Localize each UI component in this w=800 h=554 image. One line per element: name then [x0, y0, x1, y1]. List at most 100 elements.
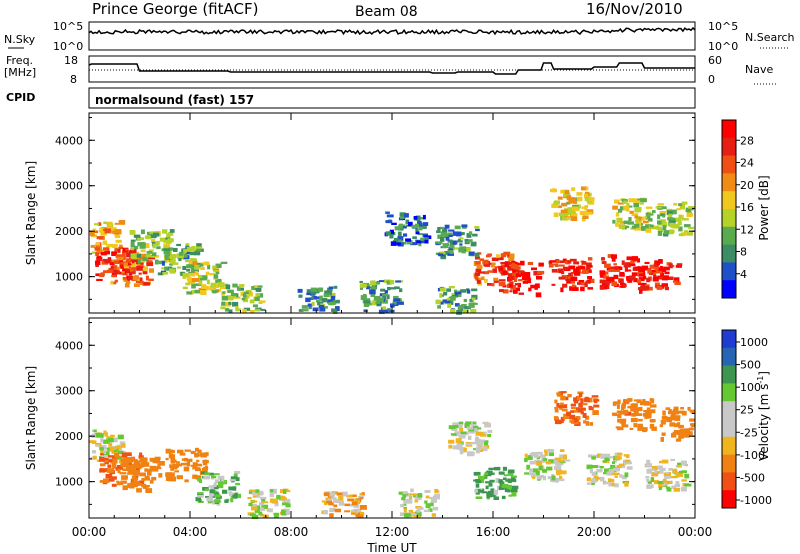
power-cell — [578, 280, 585, 283]
velocity-cell — [201, 471, 208, 475]
velocity-cell — [573, 417, 578, 423]
nsky-line — [88, 26, 696, 36]
power-cell — [548, 263, 554, 268]
velocity-cell — [323, 492, 330, 495]
power-cell — [487, 270, 494, 273]
power-cell — [508, 266, 514, 271]
velocity-cell — [401, 497, 406, 501]
velocity-cell — [554, 459, 561, 464]
power-cell — [257, 285, 263, 288]
power-cell — [553, 212, 559, 217]
power-cell — [424, 239, 429, 244]
velocity-cell — [591, 478, 596, 482]
power-region — [548, 257, 595, 293]
power-cell — [624, 262, 631, 267]
power-cell — [144, 243, 150, 249]
velocity-cell — [484, 472, 489, 476]
power-cell — [128, 276, 134, 280]
power-cell — [570, 216, 578, 221]
velocity-cell — [577, 391, 584, 395]
velocity-cell — [475, 479, 480, 483]
velocity-cell — [165, 476, 171, 481]
velocity-cell — [485, 481, 491, 484]
power-cell — [96, 249, 103, 254]
velocity-cell — [528, 455, 533, 460]
power-cell — [563, 266, 568, 271]
velocity-cell — [104, 432, 108, 437]
velocity-cell — [203, 459, 208, 464]
power-cell — [681, 201, 688, 205]
power-cell — [216, 270, 220, 273]
velocity-region — [524, 449, 571, 483]
power-cell — [535, 283, 540, 289]
velocity-cell — [430, 498, 437, 503]
velocity-cell — [604, 468, 611, 473]
power-cell — [363, 304, 370, 307]
velocity-cell — [575, 407, 580, 412]
power-cell — [124, 283, 130, 288]
velocity-cell — [250, 491, 254, 495]
power-cell — [363, 300, 371, 304]
velocity-cell — [670, 414, 676, 417]
power-cell — [327, 287, 333, 292]
velocity-cell — [632, 408, 639, 413]
power-cell — [194, 270, 198, 275]
power-cell — [120, 262, 124, 265]
velocity-cell — [100, 453, 104, 456]
velocity-cell — [480, 490, 484, 493]
power-cell — [106, 227, 111, 230]
velocity-cell — [668, 468, 673, 471]
power-cell — [607, 254, 614, 258]
power-cell — [166, 256, 170, 260]
power-cell — [569, 286, 573, 291]
power-cell — [117, 248, 121, 253]
power-cell — [254, 285, 260, 288]
power-cell — [196, 246, 203, 249]
velocity-cell — [283, 498, 291, 504]
velocity-cell — [577, 407, 583, 413]
velocity-cell — [99, 447, 104, 451]
power-cell — [634, 266, 642, 270]
power-cell — [152, 243, 156, 249]
velocity-cell — [110, 434, 115, 438]
velocity-cell — [570, 403, 576, 407]
power-cell — [634, 207, 642, 211]
power-cell — [611, 254, 617, 259]
velocity-cell — [597, 453, 603, 458]
power-cell — [458, 247, 465, 253]
velocity-cell — [617, 399, 621, 404]
power-cell — [244, 295, 250, 299]
velocity-cell — [414, 499, 419, 503]
power-cell — [435, 299, 441, 305]
velocity-cell — [399, 512, 405, 517]
power-cell — [310, 287, 318, 292]
power-cell — [102, 258, 108, 261]
power-cell — [230, 293, 238, 297]
velocity-cell — [488, 482, 493, 487]
power-cell — [581, 282, 587, 286]
velocity-cell — [536, 461, 543, 466]
velocity-cell — [139, 452, 143, 457]
power-cell — [255, 287, 262, 292]
power-cell — [327, 299, 334, 304]
power-cell — [111, 243, 118, 248]
power-cell — [621, 260, 625, 265]
velocity-cell — [216, 485, 224, 489]
velocity-cell — [172, 476, 176, 481]
velocity-cell — [637, 423, 643, 428]
velocity-cell — [561, 408, 568, 412]
velocity-cell — [617, 452, 623, 456]
power-cell — [666, 210, 673, 216]
velocity-cell — [472, 421, 476, 424]
power-cell — [624, 267, 628, 272]
power-cell — [618, 278, 624, 283]
power-cell — [452, 240, 458, 245]
velocity-cell — [621, 418, 627, 422]
power-cell — [661, 283, 668, 287]
power-cell — [112, 281, 117, 285]
velocity-cell — [603, 453, 611, 458]
velocity-cell — [119, 472, 127, 475]
power-cell — [315, 288, 320, 293]
power-cell — [443, 291, 448, 296]
power-cell — [131, 245, 139, 250]
